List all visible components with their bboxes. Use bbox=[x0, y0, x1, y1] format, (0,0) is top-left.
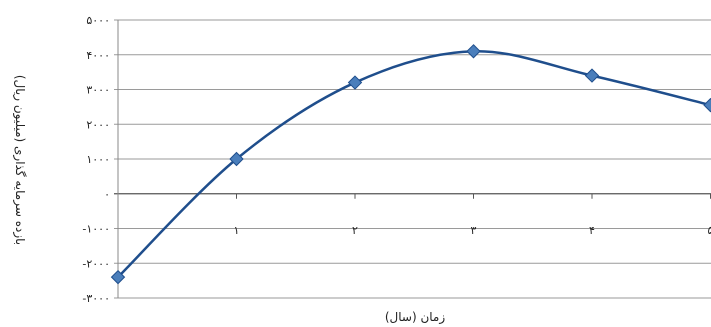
x-tick-labels: ۱ ۲ ۳ ۴ ۵ bbox=[234, 193, 711, 237]
y-tick-label: ۵۰۰۰ bbox=[86, 14, 110, 27]
x-tick-label: ۱ bbox=[234, 224, 240, 237]
y-tick-label: ۳۰۰۰ bbox=[86, 84, 110, 97]
x-tick-label: ۵ bbox=[708, 224, 711, 237]
x-tick-label: ۴ bbox=[589, 224, 595, 237]
y-tick-label: ۴۰۰۰ bbox=[86, 49, 110, 62]
data-point bbox=[584, 68, 600, 83]
data-point bbox=[110, 269, 126, 285]
data-point bbox=[229, 151, 244, 167]
grid-lines bbox=[114, 19, 711, 299]
y-tick-label: ۱۰۰۰ bbox=[86, 153, 110, 166]
x-tick-label: ۳ bbox=[471, 224, 477, 237]
y-tick-label: -۱۰۰۰ bbox=[82, 223, 110, 236]
series-line bbox=[117, 50, 711, 279]
y-tick-label: ۲۰۰۰ bbox=[86, 118, 110, 131]
y-tick-labels: ۵۰۰۰ ۴۰۰۰ ۳۰۰۰ ۲۰۰۰ ۱۰۰۰ ۰ -۱۰۰۰ -۲۰۰۰ -۳۰۰۰ bbox=[82, 14, 110, 305]
data-points bbox=[110, 44, 711, 285]
x-tick-label: ۲ bbox=[352, 224, 358, 237]
y-axis-label: بازده سرمایه گذاری (میلیون ریال) bbox=[12, 75, 27, 245]
data-point bbox=[347, 75, 363, 90]
data-point bbox=[466, 44, 481, 59]
x-axis-label: زمان (سال) bbox=[385, 310, 446, 325]
y-tick-label: -۳۰۰۰ bbox=[82, 292, 110, 305]
data-point bbox=[703, 97, 711, 113]
y-tick-label: ۰ bbox=[104, 188, 110, 201]
y-tick-label: -۲۰۰۰ bbox=[82, 257, 110, 270]
